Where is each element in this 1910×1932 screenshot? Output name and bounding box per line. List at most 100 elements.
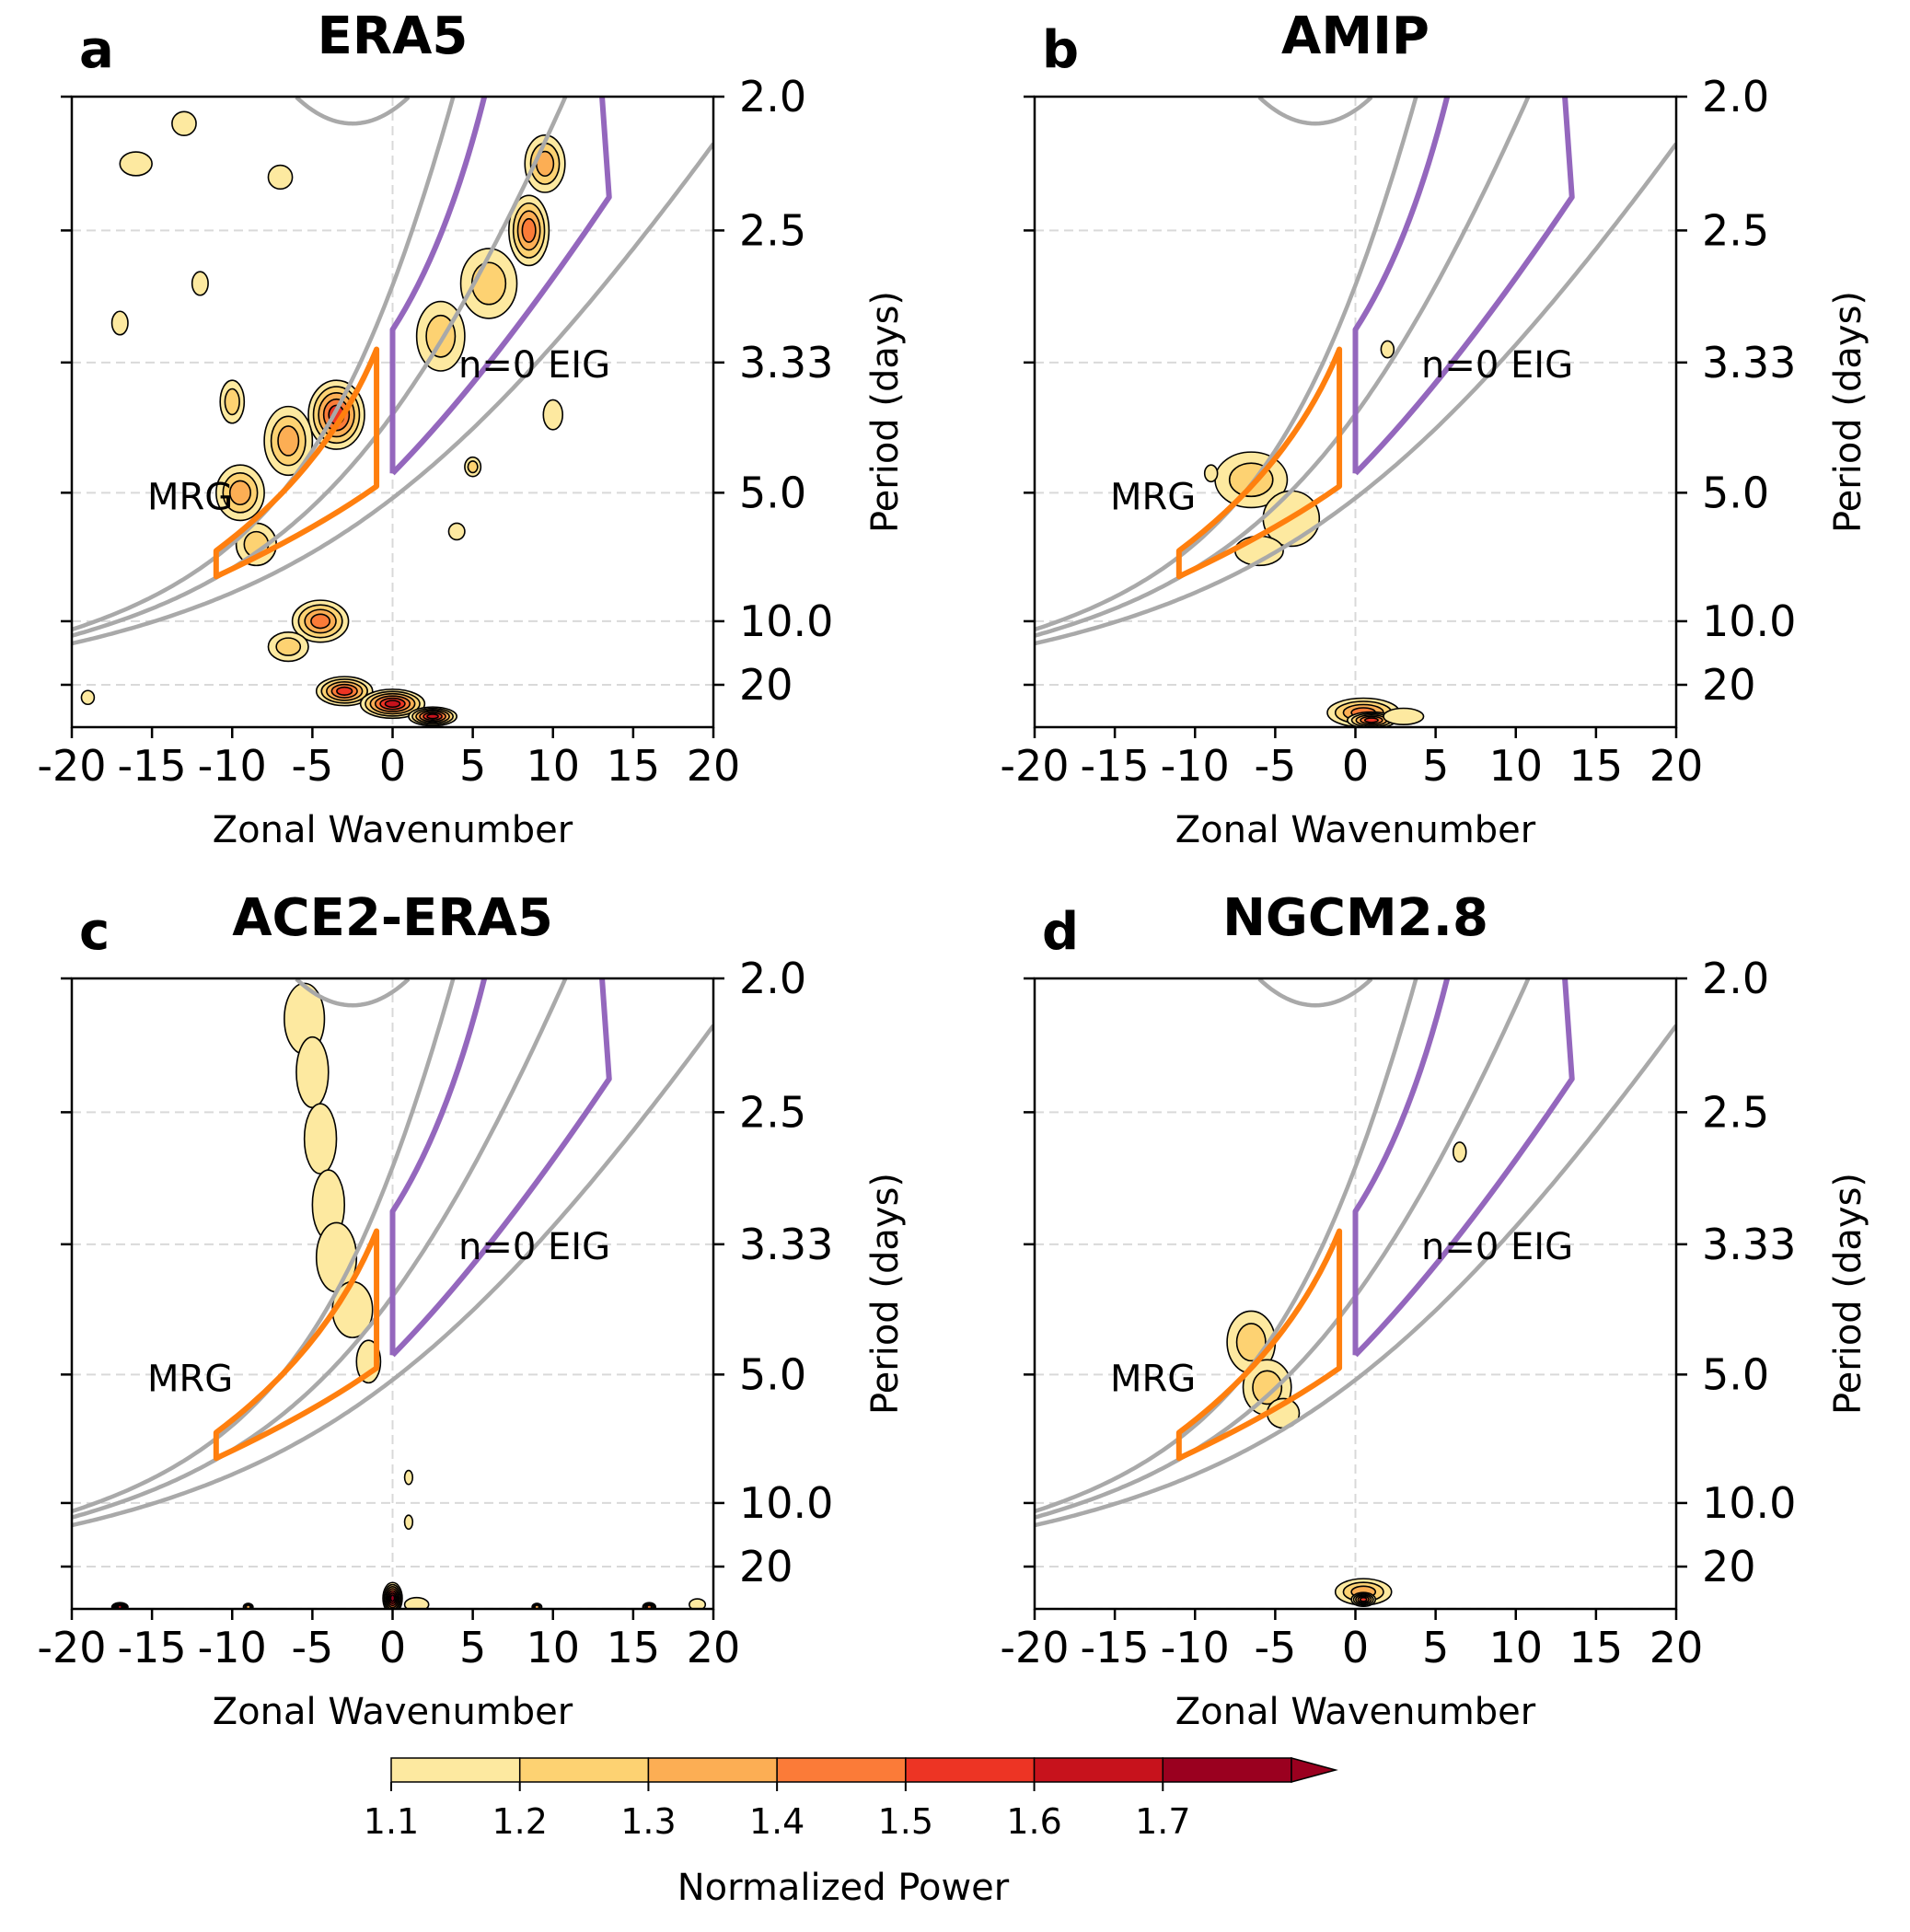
x-tick-label-c-2: -10 xyxy=(198,1623,267,1672)
y-tick-label-c-0: 2.0 xyxy=(739,954,806,1003)
mrg-box-d xyxy=(1175,1228,1343,1462)
power-region-a-20 xyxy=(80,689,96,706)
plot-area-b xyxy=(1035,97,1676,727)
power-region-a-16 xyxy=(191,271,209,296)
colorbar-swatch-4 xyxy=(905,1757,1036,1783)
y-tick-label-a-5: 20 xyxy=(739,660,793,710)
panel-title-b: AMIP xyxy=(1281,6,1430,66)
x-tick-label-d-2: -10 xyxy=(1161,1623,1230,1672)
x-tick-label-a-1: -15 xyxy=(118,741,187,791)
x-tick-label-d-3: -5 xyxy=(1254,1623,1296,1672)
y-tick-label-b-3: 5.0 xyxy=(1702,468,1769,517)
power-region-a-5 xyxy=(267,631,309,663)
colorbar-tick-label-1: 1.2 xyxy=(492,1801,547,1842)
x-tick-label-b-4: 0 xyxy=(1342,741,1369,791)
y-tick-label-b-4: 10.0 xyxy=(1702,596,1796,646)
panel-title-d: NGCM2.8 xyxy=(1222,888,1488,948)
panel-d: NGCM2.8 d MRG n=0 EIG -20 -15 -10 -5 0 5 10 15 20 Zon… xyxy=(1000,888,1869,1733)
panel-a: ERA5 a MRG n=0 EIG -20 -15 -10 -5 0 5 10 15 20 Zonal … xyxy=(37,6,907,851)
power-region-a-21 xyxy=(110,310,129,336)
power-region-b-4 xyxy=(1346,711,1396,727)
mrg-label-a: MRG xyxy=(147,476,233,518)
power-region-a-15 xyxy=(119,151,153,177)
y-tick-label-d-3: 5.0 xyxy=(1702,1349,1769,1399)
high-branch-b xyxy=(1257,97,1373,126)
x-tick-label-b-5: 5 xyxy=(1422,741,1449,791)
x-tick-label-d-5: 5 xyxy=(1422,1623,1449,1672)
colorbar-label: Normalized Power xyxy=(677,1867,1010,1909)
eig-box-c xyxy=(389,978,612,1358)
power-region-a-22 xyxy=(542,399,564,431)
power-region-c-1 xyxy=(295,1035,330,1109)
dispersion-curve-b-0 xyxy=(1035,142,1676,646)
x-tick-label-a-2: -10 xyxy=(198,741,267,791)
x-tick-label-d-0: -20 xyxy=(1000,1623,1069,1672)
colorbar-tick-label-4: 1.5 xyxy=(878,1801,933,1842)
power-region-a-2 xyxy=(215,464,265,522)
eig-box-b xyxy=(1352,97,1575,476)
dispersion-curve-d-2 xyxy=(1035,978,1418,1514)
eig-label-b: n=0 EIG xyxy=(1421,344,1573,387)
power-region-c-8 xyxy=(403,1596,430,1609)
y-tick-label-a-2: 3.33 xyxy=(739,338,833,388)
power-region-a-8 xyxy=(408,706,457,727)
eig-box-a xyxy=(389,97,612,476)
power-region-a-7 xyxy=(359,688,426,720)
power-region-c-9 xyxy=(110,1602,129,1609)
high-branch-d xyxy=(1257,978,1373,1008)
eig-label-a: n=0 EIG xyxy=(458,344,610,387)
x-tick-label-c-7: 15 xyxy=(607,1623,661,1672)
mrg-box-b xyxy=(1175,346,1343,580)
plot-area-d xyxy=(1035,978,1676,1609)
x-tick-label-b-7: 15 xyxy=(1569,741,1624,791)
y-axis-label-c: Period (days) xyxy=(864,1173,907,1415)
y-tick-label-d-2: 3.33 xyxy=(1702,1220,1796,1269)
y-tick-label-b-2: 3.33 xyxy=(1702,338,1796,388)
dispersion-curve-c-0 xyxy=(72,1024,713,1528)
y-tick-label-c-1: 2.5 xyxy=(739,1087,806,1137)
y-axis-label-d: Period (days) xyxy=(1827,1173,1869,1415)
dispersion-curve-a-0 xyxy=(72,142,713,646)
mrg-box-c xyxy=(213,1228,380,1462)
power-region-a-1 xyxy=(263,405,314,477)
power-region-d-4 xyxy=(1350,1591,1377,1608)
x-tick-label-c-0: -20 xyxy=(37,1623,106,1672)
y-axis-label-b: Period (days) xyxy=(1827,291,1869,533)
power-region-a-13 xyxy=(219,379,246,424)
mrg-box-a xyxy=(213,346,380,580)
eig-label-c: n=0 EIG xyxy=(458,1226,610,1268)
x-axis-label-a: Zonal Wavenumber xyxy=(213,809,573,851)
mrg-label-b: MRG xyxy=(1110,476,1196,518)
x-axis-label-c: Zonal Wavenumber xyxy=(213,1691,573,1733)
x-tick-label-c-5: 5 xyxy=(459,1623,486,1672)
x-tick-label-a-7: 15 xyxy=(607,741,661,791)
colorbar-swatch-3 xyxy=(776,1757,907,1783)
power-region-a-17 xyxy=(267,164,294,191)
y-axis-label-a: Period (days) xyxy=(864,291,907,533)
colorbar-swatch-5 xyxy=(1033,1757,1164,1783)
y-tick-label-c-2: 3.33 xyxy=(739,1220,833,1269)
y-tick-label-d-0: 2.0 xyxy=(1702,954,1769,1003)
colorbar-swatch-1 xyxy=(518,1757,650,1783)
panel-title-a: ERA5 xyxy=(318,6,469,66)
colorbar-swatch-6 xyxy=(1162,1757,1292,1783)
panel-b: AMIP b MRG n=0 EIG -20 -15 -10 -5 0 5 10 15 20 Zonal … xyxy=(1000,6,1869,851)
high-branch-a xyxy=(295,97,411,126)
dispersion-curve-d-0 xyxy=(1035,1024,1676,1528)
x-tick-label-d-7: 15 xyxy=(1569,1623,1624,1672)
x-tick-label-b-1: -15 xyxy=(1081,741,1150,791)
colorbar-tick-label-0: 1.1 xyxy=(364,1801,419,1842)
x-tick-label-c-3: -5 xyxy=(291,1623,333,1672)
x-tick-label-c-1: -15 xyxy=(118,1623,187,1672)
power-region-c-12 xyxy=(642,1602,657,1609)
panel-letter-d: d xyxy=(1042,902,1079,962)
x-tick-label-c-4: 0 xyxy=(379,1623,406,1672)
power-region-b-6 xyxy=(1380,340,1395,359)
power-region-b-5 xyxy=(1383,707,1425,726)
x-tick-label-b-8: 20 xyxy=(1650,741,1704,791)
eig-label-d: n=0 EIG xyxy=(1421,1226,1573,1268)
y-tick-label-a-4: 10.0 xyxy=(739,596,833,646)
x-axis-label-b: Zonal Wavenumber xyxy=(1175,809,1536,851)
x-tick-label-d-4: 0 xyxy=(1342,1623,1369,1672)
power-region-a-18 xyxy=(464,456,482,478)
